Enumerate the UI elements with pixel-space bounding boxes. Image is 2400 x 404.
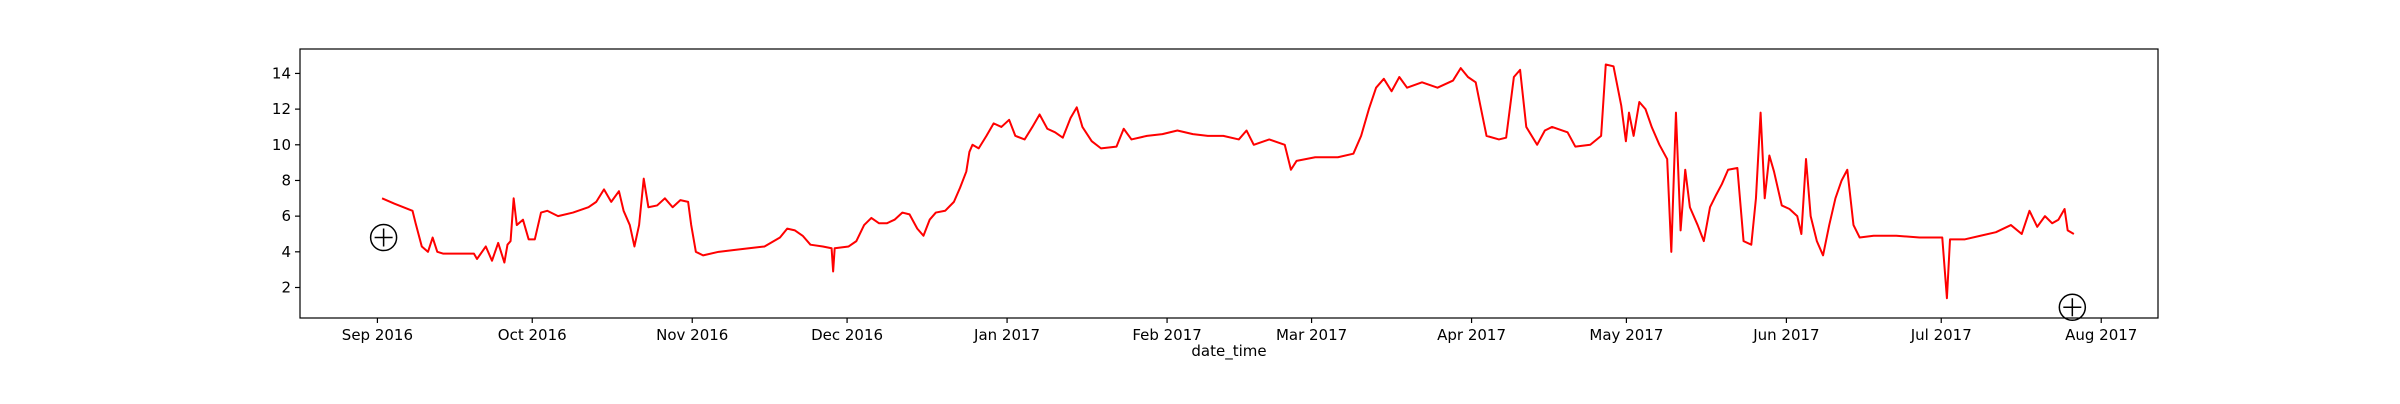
x-tick-label: Feb 2017 bbox=[1132, 326, 1202, 344]
marker bbox=[369, 223, 398, 252]
data-line bbox=[381, 63, 2075, 300]
x-tick-label: Oct 2016 bbox=[498, 326, 567, 344]
x-tick-label: May 2017 bbox=[1589, 326, 1663, 344]
marker-plus bbox=[374, 228, 393, 247]
x-tick-label: Aug 2017 bbox=[2065, 326, 2137, 344]
marker-plus bbox=[2063, 298, 2082, 317]
x-tick-label: Jan 2017 bbox=[973, 326, 1040, 344]
plot-frame bbox=[299, 48, 2159, 319]
x-tick-label: Dec 2016 bbox=[811, 326, 883, 344]
x-tick-label: Mar 2017 bbox=[1276, 326, 1347, 344]
x-axis-label: date_time bbox=[1191, 342, 1266, 361]
x-tick-label: Nov 2016 bbox=[656, 326, 728, 344]
y-tick-label: 6 bbox=[281, 207, 291, 225]
x-tick-label: Apr 2017 bbox=[1437, 326, 1506, 344]
x-tick-label: Jun 2017 bbox=[1752, 326, 1819, 344]
y-tick-label: 14 bbox=[272, 64, 291, 82]
x-tick-label: Jul 2017 bbox=[1910, 326, 1972, 344]
y-tick-label: 8 bbox=[281, 171, 291, 189]
marker bbox=[2058, 293, 2087, 322]
y-tick-label: 10 bbox=[272, 136, 291, 154]
x-tick-label: Sep 2016 bbox=[342, 326, 413, 344]
y-tick-label: 4 bbox=[281, 243, 291, 261]
y-tick-label: 2 bbox=[281, 278, 291, 296]
y-tick-label: 12 bbox=[272, 100, 291, 118]
